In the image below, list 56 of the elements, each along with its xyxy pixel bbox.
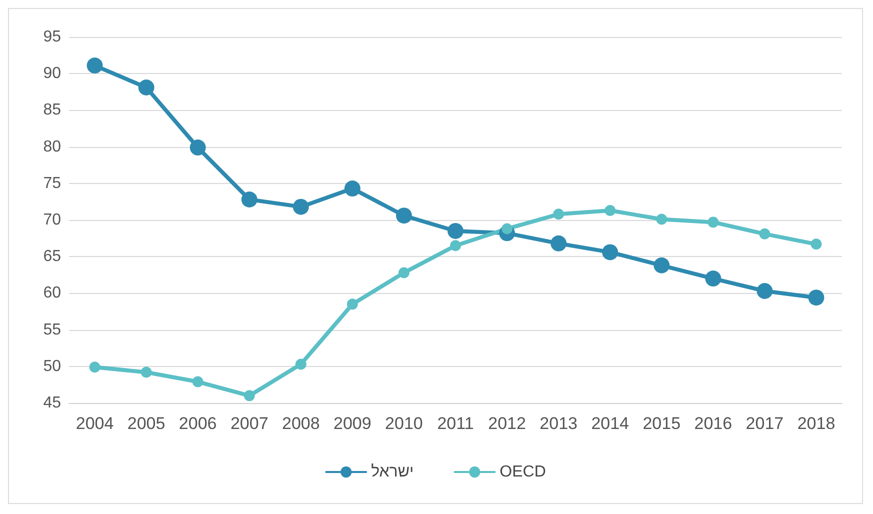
x-tick-label: 2016	[694, 414, 732, 433]
y-tick-label: 65	[43, 248, 62, 266]
y-tick-label: 70	[43, 212, 62, 228]
x-tick-label: 2014	[591, 414, 630, 433]
y-tick-label: 95	[43, 28, 62, 46]
point	[344, 180, 360, 197]
x-tick-label: 2015	[642, 414, 681, 433]
point	[244, 390, 255, 402]
point	[192, 376, 204, 388]
point	[810, 238, 822, 250]
point	[292, 198, 309, 215]
point	[396, 208, 412, 224]
y-tick-label: 45	[43, 394, 62, 412]
point	[190, 140, 206, 156]
x-tick-label: 2009	[334, 414, 372, 433]
y-tick-label: 85	[43, 102, 62, 119]
legend-label: OECD	[500, 464, 546, 480]
point	[398, 267, 410, 278]
point	[656, 214, 668, 225]
y-tick-label: 80	[43, 138, 62, 156]
point	[808, 290, 824, 306]
point	[140, 366, 152, 378]
point	[654, 257, 670, 274]
point	[759, 228, 770, 240]
legend-label: ישראל	[371, 462, 414, 480]
x-tick-label: 2006	[178, 414, 217, 433]
y-tick-label: 75	[43, 174, 62, 192]
x-tick-label: 2011	[437, 414, 474, 433]
x-tick-label: 2007	[230, 414, 268, 433]
point	[550, 235, 567, 252]
point	[138, 80, 154, 96]
point	[756, 283, 773, 299]
x-tick-label: 2004	[76, 414, 114, 433]
point	[553, 208, 564, 220]
point	[604, 204, 616, 216]
x-tick-label: 2010	[385, 414, 423, 433]
y-tick-label: 55	[43, 321, 62, 338]
point	[89, 362, 100, 373]
y-tick-label: 90	[43, 65, 62, 82]
point	[346, 298, 358, 310]
point	[241, 192, 258, 208]
x-tick-label: 2013	[540, 414, 578, 433]
point	[295, 358, 306, 370]
x-tick-label: 2018	[797, 414, 836, 433]
point	[448, 222, 464, 239]
point	[705, 270, 722, 287]
point	[86, 58, 103, 74]
x-tick-label: 2017	[746, 414, 784, 433]
x-tick-label: 2012	[488, 414, 526, 433]
x-tick-label: 2008	[282, 414, 320, 433]
y-tick-label: 50	[43, 358, 62, 375]
x-tick-label: 2005	[127, 414, 166, 433]
point	[450, 240, 461, 252]
point	[602, 244, 618, 260]
y-tick-label: 60	[43, 284, 62, 302]
point	[708, 216, 719, 228]
